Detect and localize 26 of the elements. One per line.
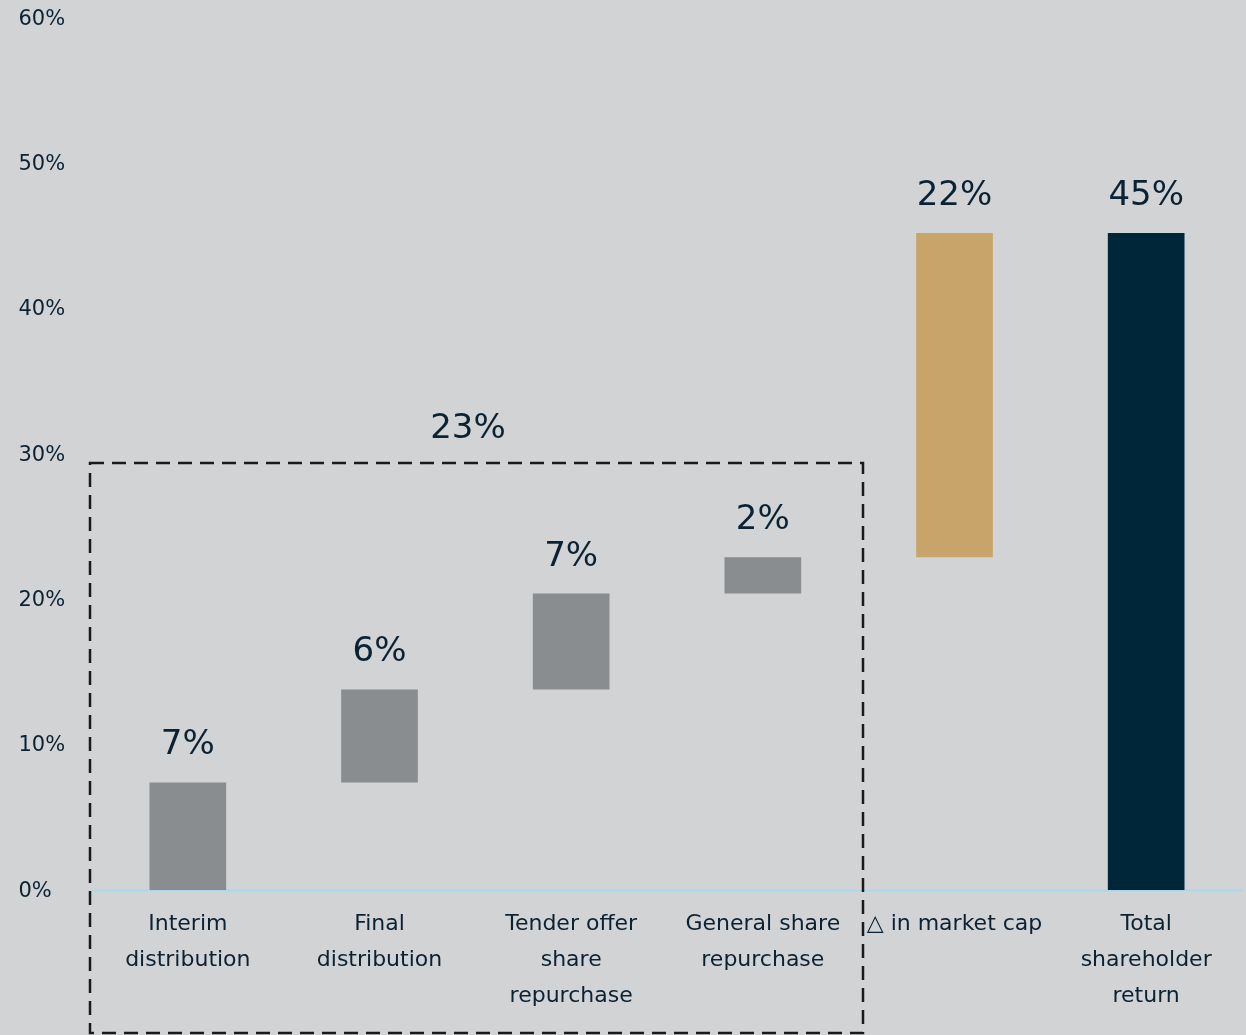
data-label: 45% — [1108, 173, 1184, 214]
x-tick-label: Final distribution — [316, 909, 443, 971]
bar — [724, 557, 802, 594]
data-label: 22% — [916, 173, 993, 214]
data-label: 7% — [544, 533, 599, 574]
y-tick-label: 30% — [18, 441, 66, 466]
data-label: 7% — [160, 722, 215, 763]
bar — [341, 689, 418, 783]
y-tick-label: 40% — [18, 296, 66, 321]
data-label: 2% — [735, 497, 790, 538]
y-tick-label: 0% — [18, 877, 52, 902]
bar — [149, 782, 227, 890]
x-tick-label: Tender offer share repurchase — [504, 909, 639, 1007]
data-label: 6% — [352, 629, 407, 670]
bar — [916, 233, 993, 558]
y-tick-label: 50% — [18, 150, 66, 175]
x-tick-label: Interim distribution — [125, 909, 251, 971]
x-tick-label: Total shareholder return — [1080, 909, 1213, 1007]
annotation: 23% — [430, 406, 506, 446]
y-tick-label: 10% — [18, 732, 66, 757]
y-tick-label: 60% — [18, 5, 66, 30]
y-tick-label: 20% — [18, 586, 66, 611]
x-tick-label: △ in market cap — [866, 909, 1043, 935]
x-tick-label: General share repurchase — [685, 909, 841, 971]
bar — [1107, 233, 1185, 890]
bar — [532, 593, 610, 690]
